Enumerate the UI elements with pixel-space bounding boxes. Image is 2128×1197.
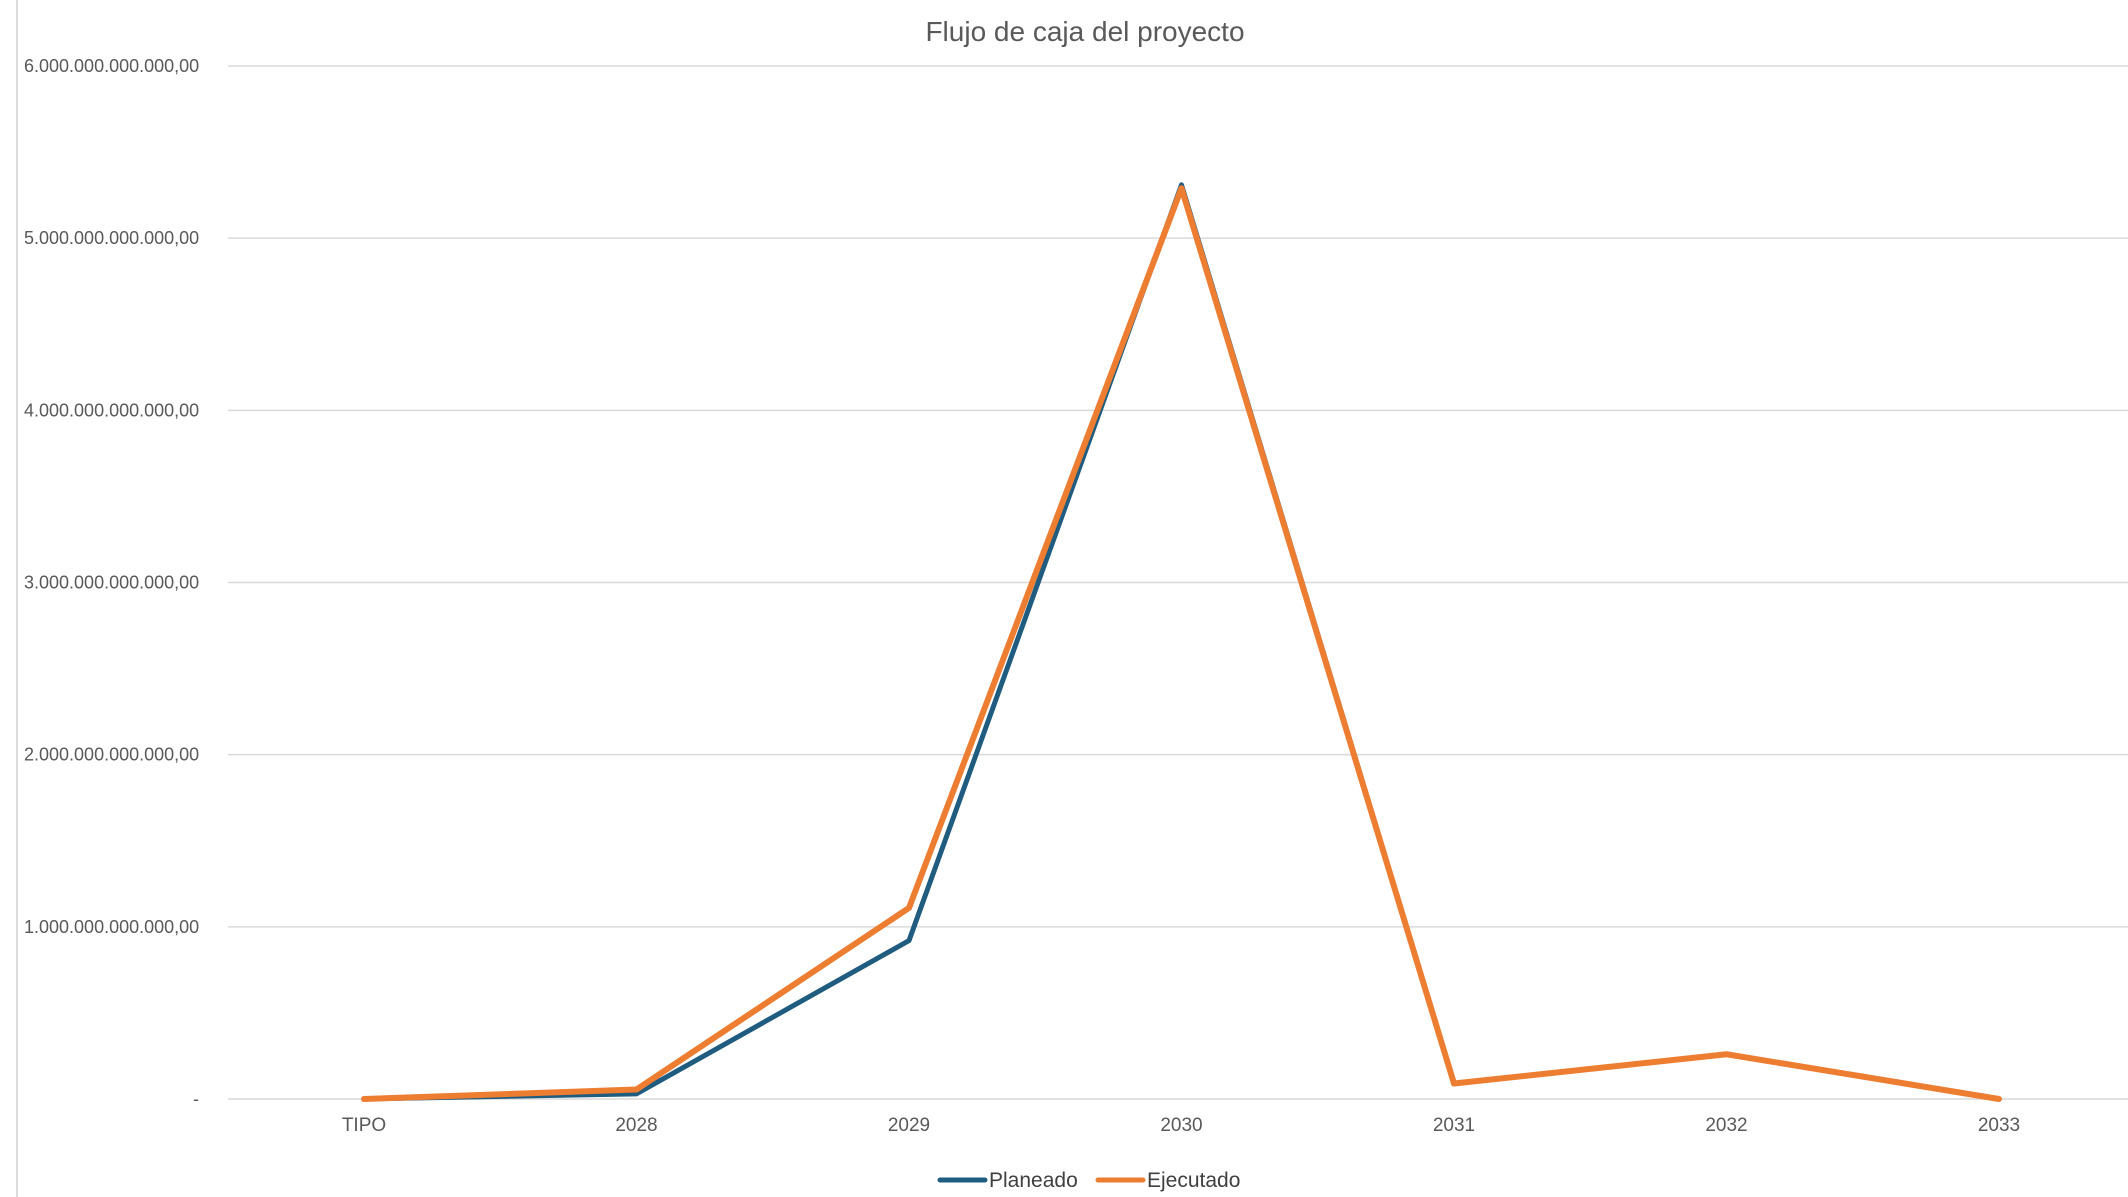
legend-label-ejecutado: Ejecutado [1147,1169,1240,1192]
chart-title: Flujo de caja del proyecto [925,16,1244,47]
series-line-planeado [361,182,2002,1102]
y-tick-label: 1.000.000.000.000,00 [24,917,199,937]
x-tick-label: 2029 [888,1115,930,1136]
gridlines [228,65,2128,1100]
y-tick-label: 2.000.000.000.000,00 [24,745,199,765]
x-tick-label: 2028 [615,1115,657,1136]
x-tick-label: 2032 [1705,1115,1747,1136]
y-tick-label: 6.000.000.000.000,00 [24,56,199,76]
x-tick-label: 2033 [1978,1115,2020,1136]
y-tick-label: 4.000.000.000.000,00 [24,400,199,420]
x-axis-ticks: TIPO 2028 2029 2030 2031 2032 2033 [342,1115,2020,1136]
legend: Planeado Ejecutado [937,1169,1240,1192]
x-tick-label: 2030 [1160,1115,1202,1136]
y-tick-label: 3.000.000.000.000,00 [24,573,199,593]
y-tick-label: - [193,1089,199,1109]
x-tick-label: 2031 [1433,1115,1475,1136]
legend-label-planeado: Planeado [989,1169,1078,1192]
series-line-ejecutado [361,185,2002,1102]
y-tick-label: 5.000.000.000.000,00 [24,228,199,248]
x-tick-label: TIPO [342,1115,386,1136]
series-lines [361,182,2002,1102]
y-axis-ticks: - 1.000.000.000.000,00 2.000.000.000.000,0… [24,56,199,1109]
